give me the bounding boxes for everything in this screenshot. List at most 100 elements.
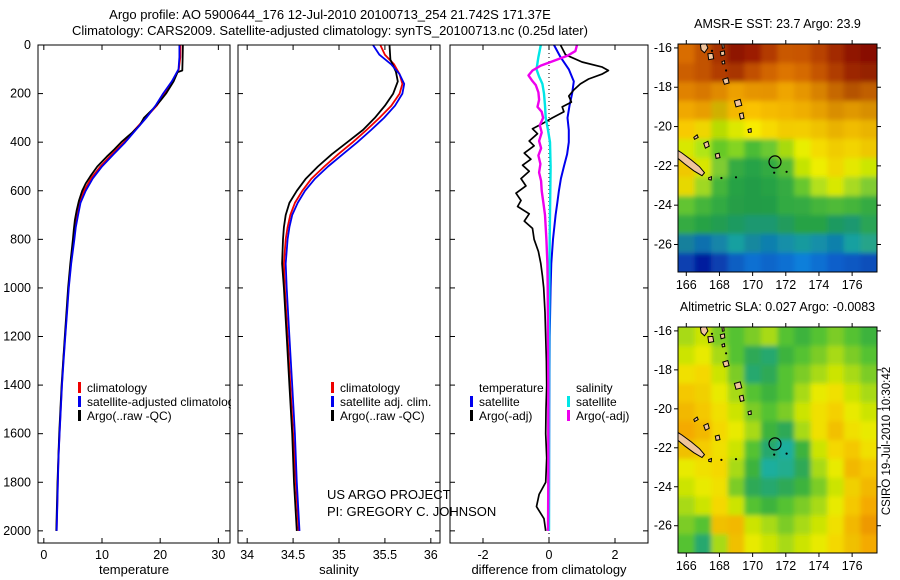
map-cell — [744, 383, 762, 403]
map-cell — [860, 345, 877, 366]
lon-tick-label: 176 — [842, 278, 863, 292]
map-cell — [794, 534, 812, 553]
salinity-panel-legend: climatology satellite adj. clim. Argo(..ra… — [331, 381, 431, 423]
map-cell — [860, 534, 877, 553]
islet-dot — [725, 352, 728, 355]
legend-label: Argo(..raw -QC) — [340, 409, 425, 423]
map-cell — [678, 496, 696, 516]
map-cell — [827, 534, 845, 553]
map-cell — [760, 215, 779, 235]
sla-map: 166 168 170 172 174 176 -16 -18 -20 -22 -24 -26 — [654, 323, 881, 573]
map-cell — [860, 327, 877, 347]
map-cell — [810, 234, 828, 254]
lon-tick-label: 172 — [775, 278, 796, 292]
map-cell — [860, 402, 877, 422]
map-cell — [827, 515, 845, 535]
map-cell — [827, 402, 845, 422]
map-border — [677, 43, 878, 273]
difference-legend-salinity-column: salinity satellite Argo(-adj) — [567, 381, 629, 423]
map-cell — [711, 534, 729, 553]
map-cell — [711, 253, 729, 272]
map-cell — [810, 215, 828, 235]
legend-label: Argo(-adj) — [576, 409, 630, 423]
map-cell — [744, 345, 762, 366]
map-cell — [843, 345, 861, 366]
map-cell — [744, 327, 762, 347]
island — [699, 44, 709, 54]
map-cell — [794, 120, 812, 140]
depth-tick-label: 600 — [10, 184, 31, 198]
map-cell — [794, 383, 812, 403]
x-tick-label: 35.5 — [373, 548, 397, 562]
map-cell — [794, 515, 812, 535]
map-cell — [827, 364, 845, 385]
depth-tick-label: 200 — [10, 87, 31, 101]
salinity-axis-label: salinity — [319, 562, 359, 577]
lat-tick-label: -16 — [654, 41, 672, 55]
legend-marker — [567, 410, 570, 421]
map-cell — [760, 177, 779, 197]
map-cell — [843, 44, 861, 64]
lat-tick-label: -20 — [654, 120, 672, 134]
legend-marker — [331, 410, 334, 421]
islet-dot — [785, 452, 788, 455]
island — [722, 77, 730, 85]
map-cell — [678, 515, 696, 535]
project-credit-line1: US ARGO PROJECT — [327, 487, 451, 502]
map-cell — [744, 120, 762, 140]
map-cell — [777, 402, 795, 422]
map-cell — [860, 383, 877, 403]
lon-tick-label: 166 — [676, 278, 697, 292]
x-tick-label: 0 — [546, 548, 553, 562]
map-cell — [727, 421, 745, 441]
map-cell — [727, 139, 745, 159]
islet-dot — [773, 171, 776, 174]
map-cell — [794, 458, 812, 479]
map-cell — [678, 458, 696, 479]
map-cell — [810, 364, 828, 385]
temperature-axis-label: temperature — [98, 562, 170, 577]
plot-title-line1: Argo profile: AO 5900644_176 12-Jul-2010… — [109, 7, 551, 22]
map-cell — [744, 158, 762, 178]
sst-map-title: AMSR-E SST: 23.7 Argo: 23.9 — [694, 17, 861, 31]
map-cell — [843, 383, 861, 403]
map-cell — [694, 477, 712, 498]
map-cell — [860, 44, 877, 64]
map-cell — [827, 44, 845, 64]
islet-dot — [720, 458, 723, 461]
sla-map-title: Altimetric SLA: 0.027 Argo: -0.0083 — [679, 300, 876, 314]
map-cell — [744, 177, 762, 197]
lon-tick-label: 170 — [742, 278, 763, 292]
map-cell — [810, 458, 828, 479]
map-cell — [794, 402, 812, 422]
legend-label: satellite — [576, 395, 617, 409]
map-cell — [810, 440, 828, 460]
map-cell — [794, 253, 812, 272]
map-cell — [678, 177, 696, 197]
map-cell — [777, 63, 795, 83]
lon-tick-label: 174 — [809, 278, 830, 292]
map-cell — [843, 177, 861, 197]
island — [693, 416, 699, 423]
map-cell — [843, 534, 861, 553]
map-cell — [711, 196, 729, 216]
map-cell — [727, 534, 745, 553]
map-cell — [860, 364, 877, 385]
map-cell — [744, 458, 762, 479]
depth-tick-label: 1200 — [3, 330, 31, 344]
map-cell — [711, 101, 729, 121]
lon-tick-label: 166 — [676, 559, 697, 573]
map-cell — [777, 196, 795, 216]
map-cell — [744, 496, 762, 516]
csiro-timestamp: CSIRO 19-Jul-2010 10:30:42 — [881, 367, 893, 515]
map-cell — [794, 63, 812, 83]
map-cell — [827, 120, 845, 140]
map-cell — [694, 82, 712, 102]
map-cell — [711, 440, 729, 460]
legend-marker — [331, 382, 334, 393]
map-cell — [760, 515, 779, 535]
map-cell — [860, 458, 877, 479]
legend-label: satellite-adjusted climatology — [87, 395, 231, 409]
panel-difference: -2 0 2 — [449, 44, 649, 562]
map-cell — [727, 196, 745, 216]
